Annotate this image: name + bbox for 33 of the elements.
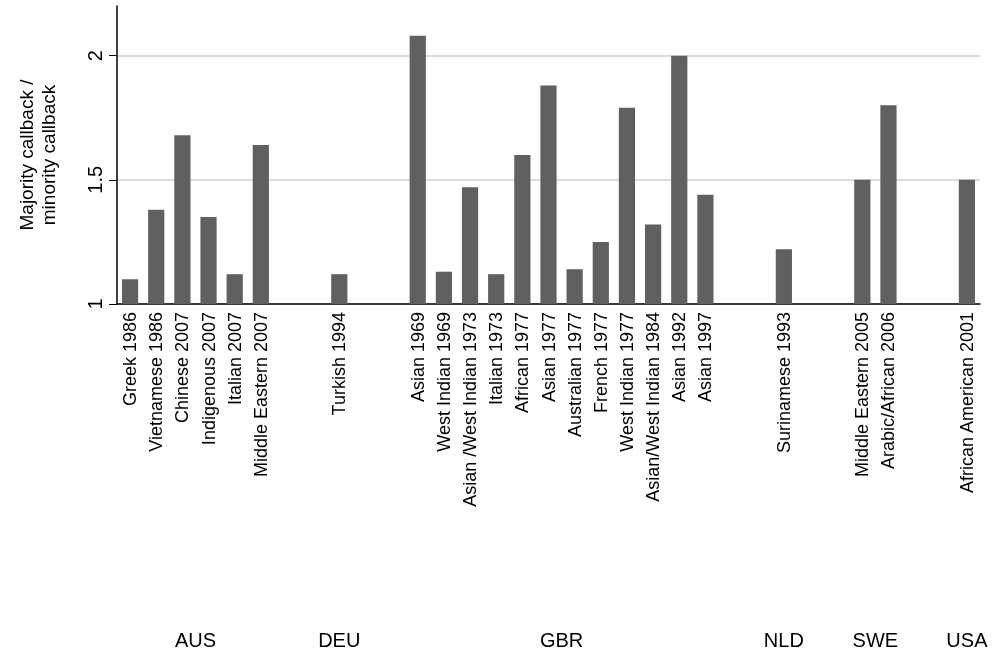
x-tick-label: Asian /West Indian 1973 [460,312,481,507]
text: NLD [763,629,804,651]
text: USA [946,629,989,651]
text: SWE [852,629,899,651]
x-tick-label: African American 2001 [956,312,977,494]
x-tick-label: Greek 1986 [120,312,141,407]
x-tick-label: Asian 1969 [407,312,428,403]
x-tick-label: Australian 1977 [564,312,585,438]
x-tick-label: Middle Eastern 2007 [250,312,271,478]
y-axis-title: Majority callback / minority callback [15,78,59,231]
x-tick-label: Middle Eastern 2005 [852,312,873,478]
x-tick-label: Asian/West Indian 1984 [643,312,664,502]
x-tick-label: Asian 1997 [695,312,716,403]
x-tick-label: French 1977 [590,312,611,414]
x-tick-label: Chinese 2007 [172,312,193,424]
y-tick-label: 1.5 [84,165,106,194]
x-tick-label: African 1977 [512,312,533,414]
text: AUS [174,629,217,651]
x-tick-label: Italian 1973 [486,312,507,406]
x-tick-label: Vietnamese 1986 [146,312,167,452]
y-tick-label: 2 [84,50,106,62]
x-tick-label: Indigenous 2007 [198,312,219,446]
text: DEU [318,629,361,651]
x-tick-label: Surinamese 1993 [773,312,794,454]
x-tick-label: Arabic/African 2006 [878,312,899,470]
x-tick-label: Asian 1977 [538,312,559,403]
text: GBR [539,629,584,651]
y-tick-label: 1 [84,298,106,310]
x-tick-label: Turkish 1994 [329,312,350,416]
x-tick-label: Italian 2007 [224,312,245,406]
x-tick-label: West Indian 1977 [616,312,637,452]
x-tick-label: Asian 1992 [669,312,690,403]
x-tick-label: West Indian 1969 [433,312,454,452]
